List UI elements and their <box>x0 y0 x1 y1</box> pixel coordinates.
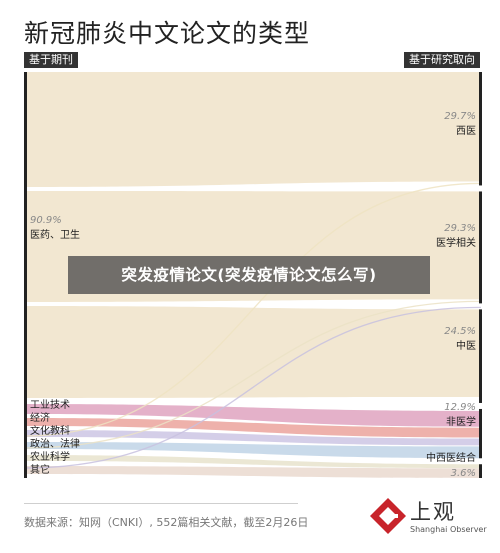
left-node-bar <box>24 72 27 478</box>
target-label-5: 中西医结合 <box>426 451 476 464</box>
link-cross-related <box>23 300 482 449</box>
data-source: 数据来源：知网（CNKI）, 552篇相关文献，截至2月26日 <box>24 516 309 529</box>
target-label-4: 非医学 <box>446 415 476 428</box>
right-node-bar-3 <box>479 309 482 403</box>
target-percent-1: 29.7% <box>444 111 476 122</box>
link-culture <box>24 430 481 446</box>
target-label-2: 医学相关 <box>436 236 476 249</box>
chart-title: 新冠肺炎中文论文的类型 <box>24 19 311 48</box>
logo-name: 上观 <box>410 500 456 524</box>
link-medicine-western <box>24 72 481 187</box>
sankey-nodes <box>24 72 482 478</box>
target-label-1: 西医 <box>456 125 476 137</box>
link-politics <box>24 442 481 459</box>
link-economy <box>24 418 481 438</box>
right-node-bar-2 <box>479 191 482 304</box>
right-node-bar-5 <box>479 464 482 478</box>
shanghai-observer-logo: 上观 Shanghai Observer <box>368 496 487 540</box>
link-medicine-tcm <box>24 306 481 398</box>
link-cross-western <box>23 182 482 437</box>
source-label-main: 医药、卫生 <box>30 228 80 241</box>
link-cross-tcm <box>23 306 482 469</box>
target-percent-2: 29.3% <box>444 223 476 234</box>
target-percent-5: 3.6% <box>451 468 476 479</box>
source-label-2: 经济 <box>30 411 50 424</box>
link-agriculture <box>24 455 481 469</box>
right-axis-header: 基于研究取向 <box>404 52 480 68</box>
target-percent-4: 12.9% <box>444 402 476 413</box>
right-node-bar-1 <box>479 72 482 186</box>
logo-emblem-icon <box>370 498 406 534</box>
logo-subtitle: Shanghai Observer <box>410 525 487 534</box>
target-label-3: 中医 <box>456 339 476 352</box>
source-label-1: 工业技术 <box>30 398 70 411</box>
left-axis-header: 基于期刊 <box>24 52 78 68</box>
source-label-6: 其它 <box>30 463 50 476</box>
source-label-5: 农业科学 <box>30 450 70 463</box>
link-other <box>24 466 481 478</box>
source-label-3: 文化教科 <box>30 424 70 437</box>
right-node-bar-4 <box>479 408 482 459</box>
target-percent-3: 24.5% <box>444 326 476 337</box>
footer-divider <box>24 503 298 504</box>
source-percent: 90.9% <box>30 215 62 226</box>
source-label-4: 政治、法律 <box>30 437 80 450</box>
overlay-banner: 突发疫情论文(突发疫情论文怎么写) <box>68 256 430 294</box>
